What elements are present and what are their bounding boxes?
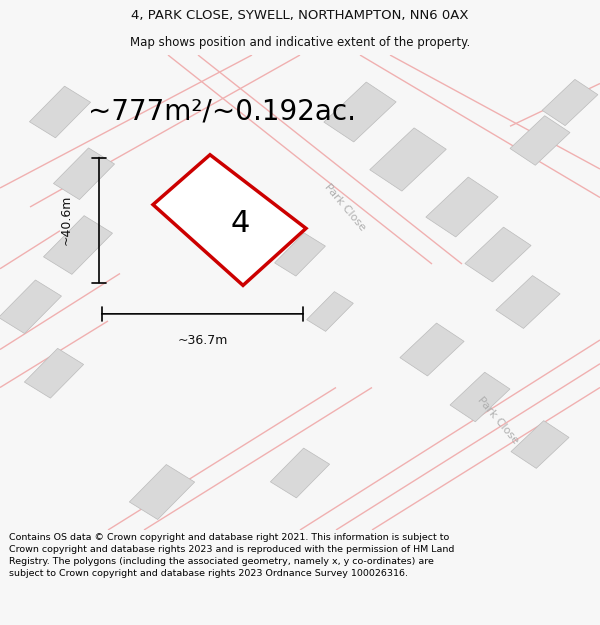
Text: ~40.6m: ~40.6m xyxy=(59,195,73,245)
Text: Contains OS data © Crown copyright and database right 2021. This information is : Contains OS data © Crown copyright and d… xyxy=(9,533,454,578)
Text: ~777m²/~0.192ac.: ~777m²/~0.192ac. xyxy=(88,98,356,126)
Bar xyxy=(511,421,569,468)
Bar xyxy=(370,128,446,191)
Bar xyxy=(271,448,329,498)
Bar xyxy=(130,464,194,519)
Text: ~36.7m: ~36.7m xyxy=(178,334,227,346)
Bar xyxy=(496,276,560,329)
Bar xyxy=(324,82,396,142)
Bar xyxy=(53,148,115,199)
Polygon shape xyxy=(153,155,306,286)
Bar xyxy=(0,280,61,334)
Bar xyxy=(275,233,325,276)
Bar xyxy=(465,227,531,282)
Text: Map shows position and indicative extent of the property.: Map shows position and indicative extent… xyxy=(130,36,470,49)
Bar xyxy=(307,292,353,331)
Bar xyxy=(426,177,498,237)
Text: Park Close: Park Close xyxy=(476,396,520,446)
Bar xyxy=(542,79,598,126)
Text: 4: 4 xyxy=(230,209,250,238)
Bar xyxy=(400,323,464,376)
Text: Park Close: Park Close xyxy=(323,182,367,232)
Bar xyxy=(29,86,91,138)
Text: 4, PARK CLOSE, SYWELL, NORTHAMPTON, NN6 0AX: 4, PARK CLOSE, SYWELL, NORTHAMPTON, NN6 … xyxy=(131,9,469,22)
Bar xyxy=(510,116,570,165)
Bar xyxy=(450,372,510,422)
Bar xyxy=(25,348,83,398)
Bar xyxy=(43,216,113,274)
